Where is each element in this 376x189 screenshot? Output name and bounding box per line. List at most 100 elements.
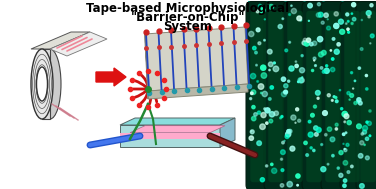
Circle shape	[287, 130, 290, 133]
Circle shape	[318, 52, 323, 57]
Circle shape	[347, 171, 350, 174]
Circle shape	[264, 108, 266, 110]
Circle shape	[318, 12, 323, 17]
Circle shape	[344, 121, 346, 123]
Circle shape	[311, 69, 314, 72]
Text: "Barrier-on-Chip": "Barrier-on-Chip"	[131, 11, 245, 24]
Circle shape	[357, 100, 360, 103]
Polygon shape	[42, 49, 50, 119]
Circle shape	[347, 28, 349, 30]
Circle shape	[364, 144, 365, 146]
Circle shape	[295, 64, 298, 68]
Circle shape	[291, 5, 292, 6]
Circle shape	[317, 3, 320, 6]
Circle shape	[288, 80, 290, 82]
Circle shape	[343, 133, 345, 136]
Polygon shape	[148, 84, 248, 99]
Circle shape	[281, 77, 286, 81]
Circle shape	[250, 98, 252, 100]
Circle shape	[256, 28, 260, 32]
Circle shape	[269, 69, 270, 71]
Circle shape	[258, 4, 262, 8]
Circle shape	[365, 137, 368, 140]
Circle shape	[254, 113, 257, 116]
Circle shape	[368, 16, 370, 18]
Polygon shape	[31, 32, 90, 49]
Circle shape	[271, 163, 273, 166]
FancyBboxPatch shape	[287, 11, 303, 182]
Text: System: System	[164, 20, 212, 33]
Circle shape	[269, 112, 274, 117]
Circle shape	[251, 131, 252, 132]
Circle shape	[280, 158, 283, 160]
Circle shape	[315, 91, 320, 95]
Circle shape	[346, 143, 349, 146]
Circle shape	[299, 78, 304, 83]
Circle shape	[299, 68, 305, 73]
Circle shape	[340, 90, 341, 91]
Circle shape	[308, 3, 312, 8]
Circle shape	[327, 163, 329, 165]
Ellipse shape	[31, 49, 53, 119]
Circle shape	[261, 92, 262, 94]
Polygon shape	[145, 27, 248, 91]
Circle shape	[340, 29, 345, 34]
Circle shape	[260, 8, 265, 13]
Circle shape	[273, 66, 279, 72]
Circle shape	[256, 64, 257, 66]
Circle shape	[317, 36, 323, 42]
Circle shape	[313, 149, 315, 152]
FancyBboxPatch shape	[321, 2, 345, 189]
Circle shape	[330, 137, 335, 142]
Circle shape	[361, 19, 362, 21]
Circle shape	[289, 41, 291, 43]
Circle shape	[362, 130, 367, 134]
Polygon shape	[220, 118, 235, 147]
Circle shape	[321, 167, 326, 172]
Circle shape	[347, 120, 351, 125]
Circle shape	[278, 24, 282, 29]
Circle shape	[288, 129, 292, 133]
Circle shape	[257, 141, 261, 146]
Circle shape	[332, 58, 334, 60]
Circle shape	[360, 48, 363, 50]
Circle shape	[280, 117, 282, 119]
Circle shape	[284, 84, 288, 88]
Circle shape	[358, 153, 363, 158]
Circle shape	[285, 132, 291, 137]
Circle shape	[324, 13, 328, 17]
Circle shape	[269, 4, 274, 9]
Circle shape	[281, 169, 284, 172]
Circle shape	[335, 123, 338, 126]
Ellipse shape	[36, 67, 47, 101]
Circle shape	[258, 84, 264, 89]
Circle shape	[361, 133, 364, 135]
Circle shape	[260, 124, 265, 129]
Circle shape	[323, 111, 327, 115]
Circle shape	[252, 116, 256, 121]
Circle shape	[282, 141, 284, 144]
Circle shape	[366, 11, 371, 15]
Circle shape	[296, 174, 300, 178]
Circle shape	[350, 72, 353, 74]
Circle shape	[308, 20, 309, 21]
Circle shape	[251, 90, 256, 94]
Circle shape	[301, 55, 303, 57]
Polygon shape	[130, 126, 225, 133]
Circle shape	[345, 132, 347, 134]
Circle shape	[297, 81, 299, 83]
Circle shape	[343, 184, 346, 187]
Circle shape	[323, 70, 324, 71]
Circle shape	[250, 73, 256, 79]
Circle shape	[304, 41, 309, 46]
Circle shape	[300, 19, 302, 21]
Circle shape	[273, 62, 275, 64]
Circle shape	[338, 19, 343, 24]
Circle shape	[298, 119, 301, 122]
Circle shape	[316, 127, 321, 132]
Circle shape	[327, 127, 332, 131]
Circle shape	[352, 3, 356, 7]
Circle shape	[333, 96, 335, 98]
Circle shape	[257, 111, 261, 114]
Circle shape	[370, 43, 371, 44]
